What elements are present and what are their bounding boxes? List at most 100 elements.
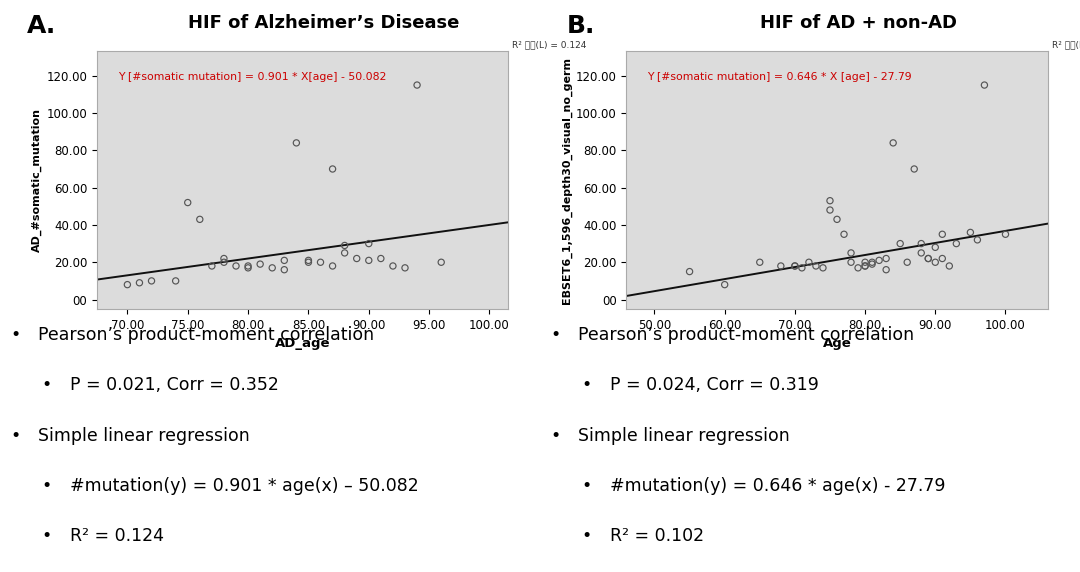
Point xyxy=(885,138,902,148)
Y-axis label: AD_#somatic_mutation: AD_#somatic_mutation xyxy=(32,108,42,252)
Point xyxy=(300,257,318,267)
Point xyxy=(927,257,944,267)
Point xyxy=(167,276,185,285)
Point xyxy=(941,261,958,271)
Point xyxy=(240,263,257,272)
Point xyxy=(240,261,257,271)
Point xyxy=(913,248,930,257)
Point xyxy=(348,254,365,263)
Text: R² = 0.124: R² = 0.124 xyxy=(70,527,164,545)
Point xyxy=(264,263,281,272)
Point xyxy=(905,164,922,173)
Point xyxy=(143,276,160,285)
Point xyxy=(836,230,853,239)
Text: R² = 0.102: R² = 0.102 xyxy=(610,527,704,545)
Text: B.: B. xyxy=(567,14,595,38)
Point xyxy=(275,265,293,275)
Point xyxy=(927,243,944,252)
Point xyxy=(228,261,245,271)
Point xyxy=(961,228,978,237)
Text: HIF of AD + non-AD: HIF of AD + non-AD xyxy=(760,14,957,32)
Point xyxy=(920,254,937,263)
Text: •: • xyxy=(581,477,591,495)
Point xyxy=(312,257,329,267)
Point xyxy=(969,235,986,244)
Text: Simple linear regression: Simple linear regression xyxy=(38,427,249,444)
Text: P = 0.021, Corr = 0.352: P = 0.021, Corr = 0.352 xyxy=(70,376,279,394)
X-axis label: AD_age: AD_age xyxy=(274,337,330,350)
Point xyxy=(373,254,390,263)
Text: R² 선형(L) = 0.102: R² 선형(L) = 0.102 xyxy=(1052,40,1080,49)
Text: •: • xyxy=(11,427,21,444)
Point xyxy=(179,198,197,207)
Point xyxy=(808,261,825,271)
Text: #mutation(y) = 0.646 * age(x) - 27.79: #mutation(y) = 0.646 * age(x) - 27.79 xyxy=(610,477,946,495)
Point xyxy=(933,254,950,263)
Text: •: • xyxy=(551,326,561,344)
Point xyxy=(913,239,930,248)
Point xyxy=(191,214,208,224)
Text: •: • xyxy=(41,527,51,545)
Point xyxy=(300,256,318,265)
Point xyxy=(772,261,789,271)
X-axis label: Age: Age xyxy=(823,337,851,350)
Point xyxy=(119,280,136,289)
Point xyxy=(948,239,966,248)
Text: A.: A. xyxy=(27,14,56,38)
Point xyxy=(877,254,894,263)
Text: #mutation(y) = 0.901 * age(x) – 50.082: #mutation(y) = 0.901 * age(x) – 50.082 xyxy=(70,477,419,495)
Text: Y [#somatic mutation] = 0.646 * X [age] - 27.79: Y [#somatic mutation] = 0.646 * X [age] … xyxy=(647,72,913,82)
Point xyxy=(856,257,874,267)
Point xyxy=(822,205,839,214)
Text: •: • xyxy=(581,376,591,394)
Point xyxy=(203,261,220,271)
Point xyxy=(899,257,916,267)
Text: •: • xyxy=(581,527,591,545)
Point xyxy=(336,241,353,250)
Point xyxy=(856,261,874,271)
Point xyxy=(842,257,860,267)
Point xyxy=(716,280,733,289)
Point xyxy=(864,257,881,267)
Point xyxy=(997,230,1014,239)
Point xyxy=(336,248,353,257)
Point xyxy=(822,196,839,205)
Point xyxy=(800,257,818,267)
Text: R² 선형(L) = 0.124: R² 선형(L) = 0.124 xyxy=(512,40,586,49)
Point xyxy=(287,138,305,148)
Text: •: • xyxy=(551,427,561,444)
Point xyxy=(877,265,894,275)
Point xyxy=(252,260,269,269)
Text: Pearson’s product-moment correlation: Pearson’s product-moment correlation xyxy=(578,326,914,344)
Text: P = 0.024, Corr = 0.319: P = 0.024, Corr = 0.319 xyxy=(610,376,819,394)
Text: •: • xyxy=(41,477,51,495)
Text: Y [#somatic mutation] = 0.901 * X[age] - 50.082: Y [#somatic mutation] = 0.901 * X[age] -… xyxy=(118,72,386,82)
Point xyxy=(864,260,881,269)
Point xyxy=(842,248,860,257)
Point xyxy=(793,263,810,272)
Point xyxy=(324,261,341,271)
Point xyxy=(433,257,450,267)
Text: HIF of Alzheimer’s Disease: HIF of Alzheimer’s Disease xyxy=(188,14,460,32)
Text: Simple linear regression: Simple linear regression xyxy=(578,427,789,444)
Point xyxy=(975,81,993,90)
Point xyxy=(324,164,341,173)
Text: Pearson’s product-moment correlation: Pearson’s product-moment correlation xyxy=(38,326,374,344)
Point xyxy=(752,257,769,267)
Point xyxy=(680,267,698,276)
Text: •: • xyxy=(41,376,51,394)
Point xyxy=(275,256,293,265)
Point xyxy=(920,254,937,263)
Point xyxy=(360,239,377,248)
Point xyxy=(384,261,402,271)
Y-axis label: EBSET6_1,596_depth30_visual_no_germ: EBSET6_1,596_depth30_visual_no_germ xyxy=(562,57,571,304)
Point xyxy=(814,263,832,272)
Point xyxy=(870,256,888,265)
Point xyxy=(396,263,414,272)
Point xyxy=(828,214,846,224)
Point xyxy=(408,81,426,90)
Point xyxy=(892,239,909,248)
Point xyxy=(933,230,950,239)
Point xyxy=(786,261,804,271)
Point xyxy=(131,278,148,287)
